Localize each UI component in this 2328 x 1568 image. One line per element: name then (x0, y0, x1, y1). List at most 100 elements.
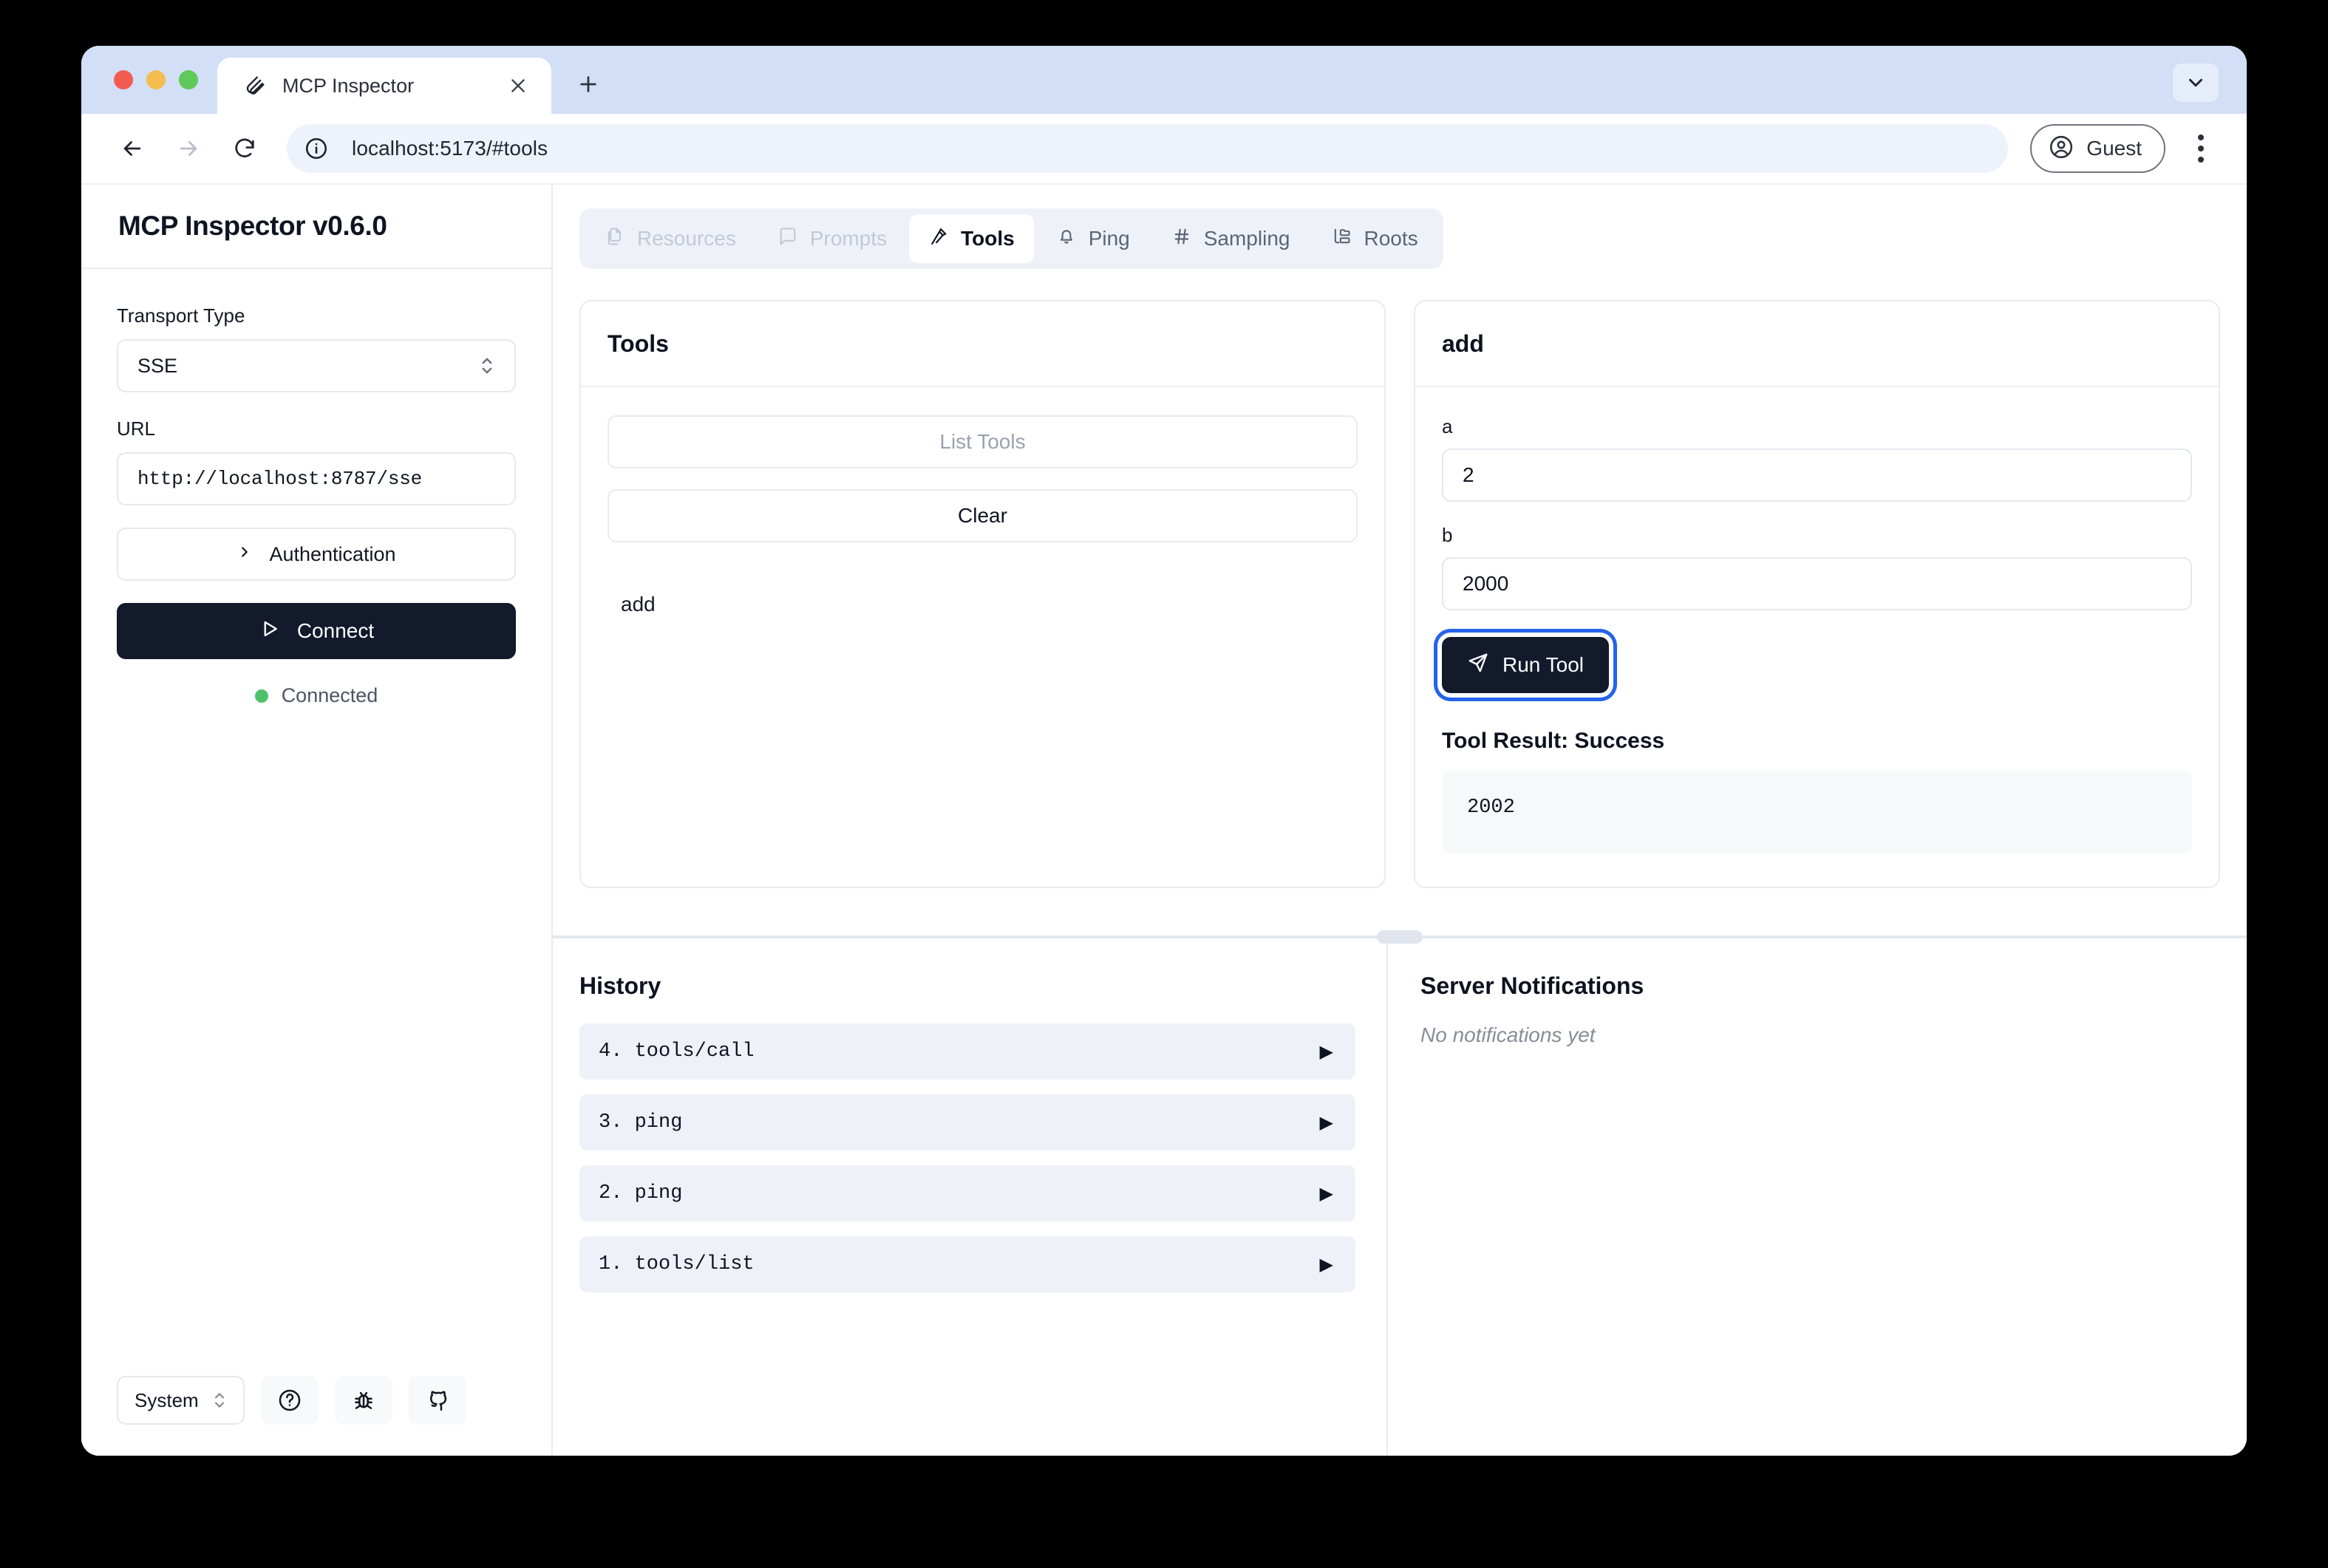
theme-select[interactable]: System (117, 1376, 245, 1425)
browser-tab[interactable]: MCP Inspector (217, 58, 551, 114)
connect-label: Connect (296, 619, 375, 642)
transport-type-label: Transport Type (117, 304, 245, 327)
history-row-label: 3. ping (599, 1111, 683, 1134)
chevron-up-down-icon (212, 1388, 227, 1412)
message-square-icon (777, 226, 798, 252)
hammer-icon (928, 226, 949, 252)
arg-a-input[interactable]: 2 (1442, 449, 2192, 502)
main-top-section: Resources Prompts (553, 185, 2247, 888)
history-row[interactable]: 1. tools/list ▶ (579, 1236, 1355, 1292)
connection-status: Connected (117, 684, 516, 707)
clear-label: Clear (958, 504, 1007, 527)
app-title: MCP Inspector v0.6.0 (118, 211, 387, 241)
maximize-window-button[interactable] (179, 70, 198, 89)
history-pane: History 4. tools/call ▶ 3. ping ▶ 2. pin… (553, 938, 1388, 1456)
run-tool-button[interactable]: Run Tool (1442, 637, 1610, 693)
main-content: Resources Prompts (553, 185, 2247, 1456)
close-window-button[interactable] (114, 70, 133, 89)
browser-tab-strip: MCP Inspector (81, 46, 2247, 114)
authentication-label: Authentication (269, 542, 396, 565)
files-icon (605, 226, 625, 252)
tab-prompts[interactable]: Prompts (758, 214, 906, 263)
tool-result-heading: Tool Result: Success (1442, 729, 1665, 753)
tab-sampling[interactable]: Sampling (1152, 214, 1310, 263)
bug-icon[interactable] (334, 1376, 392, 1425)
app-body: MCP Inspector v0.6.0 Transport Type SSE … (81, 185, 2247, 1456)
connection-status-label: Connected (281, 684, 378, 706)
browser-tab-title: MCP Inspector (282, 74, 415, 97)
url-label: URL (117, 417, 156, 440)
list-tools-button[interactable]: List Tools (607, 415, 1358, 468)
folder-tree-icon (1331, 226, 1352, 252)
history-row[interactable]: 2. ping ▶ (579, 1165, 1355, 1221)
list-tools-label: List Tools (939, 430, 1026, 453)
pane-divider[interactable] (553, 930, 2247, 944)
arrow-right-icon[interactable] (163, 123, 214, 174)
reload-icon[interactable] (219, 123, 270, 174)
sidebar-header: MCP Inspector v0.6.0 (81, 185, 551, 269)
history-row-label: 1. tools/list (599, 1253, 755, 1275)
notifications-title: Server Notifications (1420, 972, 1644, 999)
arg-b-input[interactable]: 2000 (1442, 557, 2192, 610)
url-text: localhost:5173/#tools (352, 137, 548, 160)
hash-icon (1171, 226, 1192, 252)
tab-ping-label: Ping (1088, 227, 1130, 250)
main-bottom-section: History 4. tools/call ▶ 3. ping ▶ 2. pin… (553, 938, 2247, 1456)
send-icon (1467, 652, 1489, 679)
tools-card-body: List Tools Clear add (581, 387, 1384, 661)
github-icon[interactable] (408, 1376, 466, 1425)
status-dot-icon (254, 689, 268, 703)
tab-tools-label: Tools (961, 227, 1015, 250)
list-item[interactable]: add (607, 582, 1358, 627)
tool-result-box: 2002 (1442, 771, 2192, 853)
window-traffic-lights (102, 46, 211, 114)
clear-button[interactable]: Clear (607, 489, 1358, 542)
paperclip-icon (242, 73, 268, 98)
arg-a-value: 2 (1463, 463, 1474, 486)
tab-bar: Resources Prompts (579, 208, 1443, 269)
tab-tools[interactable]: Tools (909, 214, 1034, 263)
tab-resources[interactable]: Resources (585, 214, 755, 263)
profile-button[interactable]: Guest (2030, 124, 2165, 173)
browser-window: MCP Inspector (81, 46, 2247, 1456)
url-input-value: http://localhost:8787/sse (137, 468, 423, 490)
chevron-down-icon[interactable] (2173, 64, 2219, 102)
caret-right-icon: ▶ (1319, 1183, 1333, 1204)
caret-right-icon: ▶ (1319, 1112, 1333, 1133)
sidebar: MCP Inspector v0.6.0 Transport Type SSE … (81, 185, 553, 1456)
connect-button[interactable]: Connect (117, 603, 516, 659)
cards-row: Tools List Tools Clear add (579, 269, 2220, 888)
kebab-menu-icon[interactable] (2177, 125, 2225, 172)
chevron-up-down-icon (479, 353, 495, 378)
pane-divider-grip[interactable] (1377, 930, 1423, 944)
arg-b-value: 2000 (1463, 572, 1509, 595)
transport-type-value: SSE (137, 354, 178, 377)
info-icon[interactable] (297, 129, 336, 168)
tool-detail-card: add a 2 b 2000 (1414, 300, 2220, 888)
tool-detail-header: add (1415, 301, 2219, 387)
play-icon (259, 618, 281, 645)
tool-name: add (621, 593, 656, 616)
minimize-window-button[interactable] (146, 70, 166, 89)
connection-form: Transport Type SSE URL http://localhost:… (81, 269, 551, 1376)
tab-sampling-label: Sampling (1203, 227, 1290, 250)
history-row[interactable]: 3. ping ▶ (579, 1094, 1355, 1151)
history-row[interactable]: 4. tools/call ▶ (579, 1023, 1355, 1080)
tab-prompts-label: Prompts (809, 227, 888, 250)
close-icon[interactable] (504, 72, 532, 100)
tab-ping[interactable]: Ping (1037, 214, 1149, 263)
help-circle-icon[interactable] (260, 1376, 319, 1425)
new-tab-button[interactable] (568, 64, 609, 105)
url-bar[interactable]: localhost:5173/#tools (287, 124, 2009, 173)
tool-result-value: 2002 (1467, 797, 1515, 819)
notifications-pane: Server Notifications No notifications ye… (1388, 938, 2247, 1456)
account-circle-icon (2048, 134, 2075, 164)
transport-type-select[interactable]: SSE (117, 339, 516, 392)
theme-value: System (135, 1388, 199, 1411)
tab-roots-label: Roots (1364, 227, 1418, 250)
tab-roots[interactable]: Roots (1312, 214, 1437, 263)
url-input[interactable]: http://localhost:8787/sse (117, 452, 516, 505)
arrow-left-icon[interactable] (106, 123, 158, 174)
notifications-empty-text: No notifications yet (1420, 1023, 1596, 1046)
authentication-toggle[interactable]: Authentication (117, 528, 516, 581)
